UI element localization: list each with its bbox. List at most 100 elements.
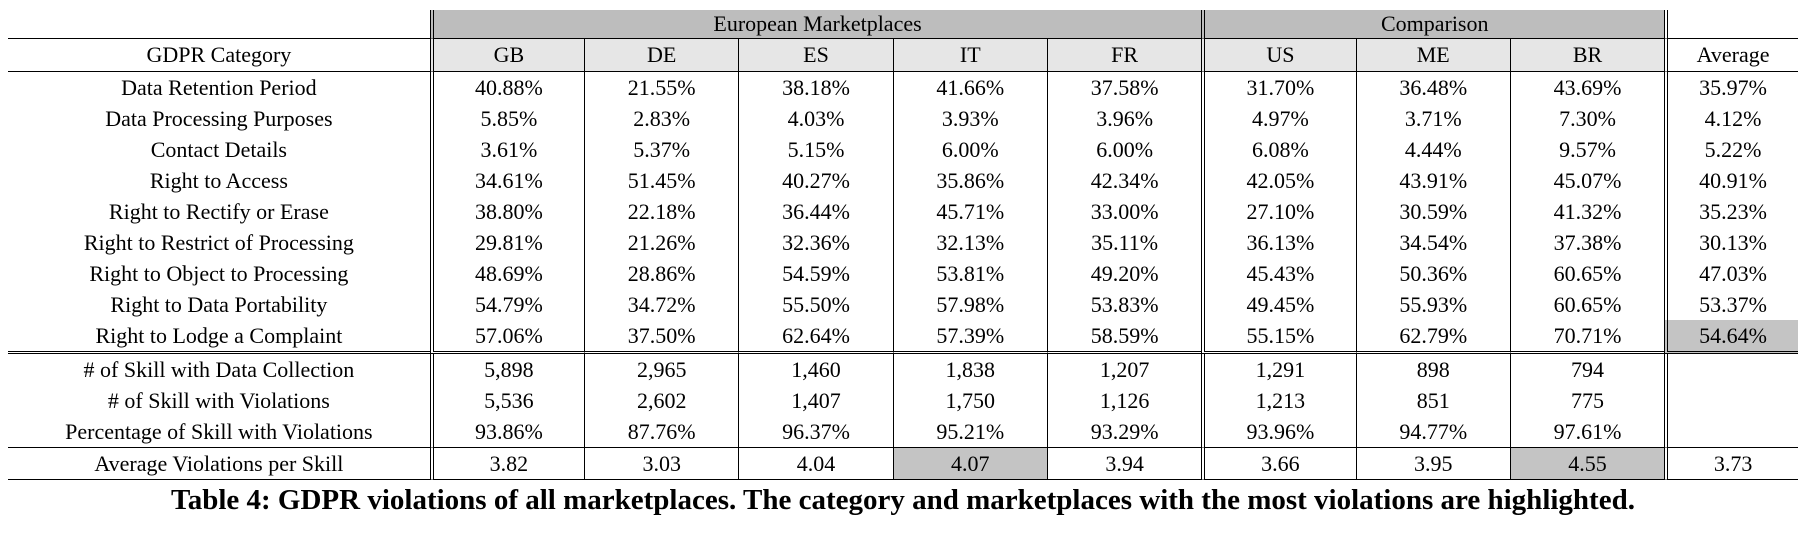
cell-es: 1,460 xyxy=(738,354,892,385)
comparison-header: Comparison xyxy=(1201,10,1665,38)
cell-br: 7.30% xyxy=(1509,103,1664,134)
cell-br: 43.69% xyxy=(1509,72,1664,103)
cell-es: 4.03% xyxy=(738,103,892,134)
cell-br: 60.65% xyxy=(1509,258,1664,289)
row-label: Right to Access xyxy=(149,168,288,193)
category-row: Contact Details 3.61% 5.37% 5.15% 6.00% 6.00%… xyxy=(8,134,1798,165)
cell-average xyxy=(1664,385,1798,416)
cell-gb: 54.79% xyxy=(429,289,584,320)
cell-es: 62.64% xyxy=(738,320,893,354)
cell-me: 4.44% xyxy=(1355,134,1510,165)
cell-me: 36.48% xyxy=(1355,72,1510,103)
cell-it: 1,750 xyxy=(892,385,1047,416)
cell-average: 5.22% xyxy=(1664,134,1798,165)
cell-it: 95.21% xyxy=(892,416,1047,447)
cell-br: 794 xyxy=(1509,354,1664,385)
cell-it-highlighted: 4.07 xyxy=(892,447,1047,480)
cell-it: 35.86% xyxy=(892,165,1047,196)
count-row: # of Skill with Violations 5,536 2,602 1,40… xyxy=(8,385,1798,416)
cell-de: 21.26% xyxy=(584,227,738,258)
category-row: Right to Lodge a Complaint 57.06% 37.50% 62… xyxy=(8,320,1798,354)
cell-me: 3.71% xyxy=(1355,103,1510,134)
column-header-es: ES xyxy=(738,38,893,72)
cell-it: 57.39% xyxy=(892,320,1047,354)
average-row-group: Average Violations per Skill 3.82 3.03 4… xyxy=(8,447,1798,480)
cell-average: 47.03% xyxy=(1664,258,1798,289)
cell-fr: 6.00% xyxy=(1046,134,1201,165)
cell-us: 42.05% xyxy=(1201,165,1355,196)
row-label: Contact Details xyxy=(150,137,287,162)
cell-average-highlighted: 54.64% xyxy=(1664,320,1798,354)
row-label: Percentage of Skill with Violations xyxy=(65,419,373,444)
cell-br-highlighted: 4.55 xyxy=(1509,447,1665,480)
cell-br: 775 xyxy=(1509,385,1664,416)
cell-de: 28.86% xyxy=(584,258,738,289)
cell-it: 3.93% xyxy=(892,103,1047,134)
cell-br: 9.57% xyxy=(1509,134,1664,165)
cell-fr: 1,207 xyxy=(1046,354,1201,385)
row-label: Right to Lodge a Complaint xyxy=(8,320,430,354)
cell-de: 2.83% xyxy=(584,103,738,134)
cell-us: 3.66 xyxy=(1201,447,1356,480)
cell-gb: 3.61% xyxy=(429,134,584,165)
cell-gb: 93.86% xyxy=(429,416,584,447)
cell-gb: 29.81% xyxy=(429,227,584,258)
category-column-header: GDPR Category xyxy=(8,38,430,72)
row-label: # of Skill with Violations xyxy=(107,388,330,413)
cell-es: 38.18% xyxy=(738,72,892,103)
category-row: Data Retention Period 40.88% 21.55% 38.18% 4… xyxy=(8,72,1798,103)
cell-br: 37.38% xyxy=(1509,227,1664,258)
category-row: Data Processing Purposes 5.85% 2.83% 4.03% 3… xyxy=(8,103,1798,134)
cell-fr: 3.94 xyxy=(1046,447,1202,480)
cell-me: 55.93% xyxy=(1355,289,1510,320)
cell-fr: 37.58% xyxy=(1046,72,1201,103)
cell-average: 53.37% xyxy=(1664,289,1798,320)
cell-me: 50.36% xyxy=(1355,258,1510,289)
cell-fr: 58.59% xyxy=(1046,320,1202,354)
cell-es: 54.59% xyxy=(738,258,892,289)
cell-fr: 49.20% xyxy=(1046,258,1201,289)
cell-fr: 3.96% xyxy=(1046,103,1201,134)
cell-fr: 35.11% xyxy=(1046,227,1201,258)
cell-it: 32.13% xyxy=(892,227,1047,258)
cell-us: 93.96% xyxy=(1201,416,1355,447)
cell-es: 5.15% xyxy=(738,134,892,165)
cell-us: 49.45% xyxy=(1201,289,1355,320)
cell-us: 1,213 xyxy=(1201,385,1355,416)
cell-us: 6.08% xyxy=(1201,134,1355,165)
row-label: Right to Object to Processing xyxy=(89,261,349,286)
cell-es: 40.27% xyxy=(738,165,892,196)
cell-es: 96.37% xyxy=(738,416,892,447)
cell-me: 94.77% xyxy=(1355,416,1510,447)
cell-br: 60.65% xyxy=(1509,289,1664,320)
cell-br: 97.61% xyxy=(1509,416,1664,447)
cell-average: 3.73 xyxy=(1664,447,1798,480)
cell-us: 36.13% xyxy=(1201,227,1355,258)
cell-de: 22.18% xyxy=(584,196,738,227)
cell-average: 30.13% xyxy=(1664,227,1798,258)
empty-average-group-cell xyxy=(1664,10,1798,38)
cell-me: 34.54% xyxy=(1355,227,1510,258)
column-header-br: BR xyxy=(1509,38,1665,72)
cell-us: 45.43% xyxy=(1201,258,1355,289)
cell-de: 34.72% xyxy=(584,289,738,320)
cell-me: 62.79% xyxy=(1355,320,1510,354)
count-row: Percentage of Skill with Violations 93.86… xyxy=(8,416,1798,447)
cell-it: 57.98% xyxy=(892,289,1047,320)
cell-es: 4.04 xyxy=(738,447,893,480)
cell-fr: 42.34% xyxy=(1046,165,1201,196)
cell-gb: 57.06% xyxy=(429,320,585,354)
cell-de: 87.76% xyxy=(584,416,738,447)
cell-es: 36.44% xyxy=(738,196,892,227)
cell-average: 4.12% xyxy=(1664,103,1798,134)
cell-gb: 40.88% xyxy=(429,72,584,103)
category-row: Right to Access 34.61% 51.45% 40.27% 35.86% 4… xyxy=(8,165,1798,196)
cell-average xyxy=(1664,416,1798,447)
cell-us: 27.10% xyxy=(1201,196,1355,227)
cell-average: 35.23% xyxy=(1664,196,1798,227)
cell-us: 31.70% xyxy=(1201,72,1355,103)
cell-me: 3.95 xyxy=(1355,447,1510,480)
column-header-fr: FR xyxy=(1046,38,1202,72)
european-marketplaces-header: European Marketplaces xyxy=(429,10,1202,38)
column-header-row: GDPR Category GB DE ES IT FR US ME BR Av… xyxy=(8,38,1798,72)
